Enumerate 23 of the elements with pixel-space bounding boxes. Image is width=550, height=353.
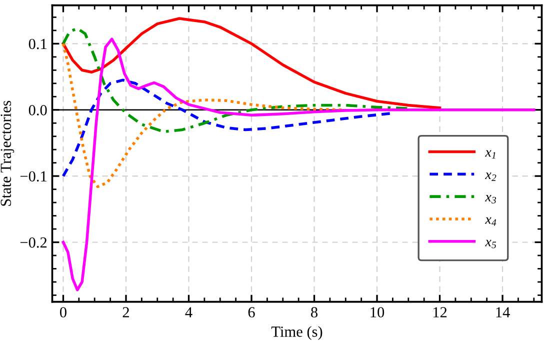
x-tick-label: 2 [122, 307, 129, 318]
y-tick-label: −0.2 [20, 237, 47, 248]
line-series [62, 17, 442, 110]
line-series [62, 42, 348, 188]
y-axis-title: State Trajectories [0, 100, 14, 206]
x-tick-label: 8 [311, 307, 318, 318]
line-series [62, 38, 536, 292]
y-tick-label: 0.1 [28, 38, 46, 50]
x-tick-label: 0 [60, 307, 66, 318]
legend-label: x$_{5}$ [485, 240, 496, 248]
legend-label: x$_{3}$ [485, 195, 496, 204]
x-tick-label: 12 [433, 307, 447, 318]
legend-label: x$_{2}$ [485, 172, 496, 181]
x-tick-label: 4 [185, 307, 192, 318]
y-tick-label: 0.0 [28, 105, 47, 116]
x-tick-label: 14 [496, 307, 510, 318]
legend-label: x$_{4}$ [485, 217, 496, 226]
y-tick-label: −0.1 [20, 171, 46, 182]
x-tick-label: 10 [370, 307, 384, 318]
x-tick-label: 6 [248, 307, 255, 318]
line-series [62, 27, 410, 134]
legend-label: x$_{1}$ [485, 150, 496, 159]
x-axis-title: Time (s) [271, 326, 322, 340]
